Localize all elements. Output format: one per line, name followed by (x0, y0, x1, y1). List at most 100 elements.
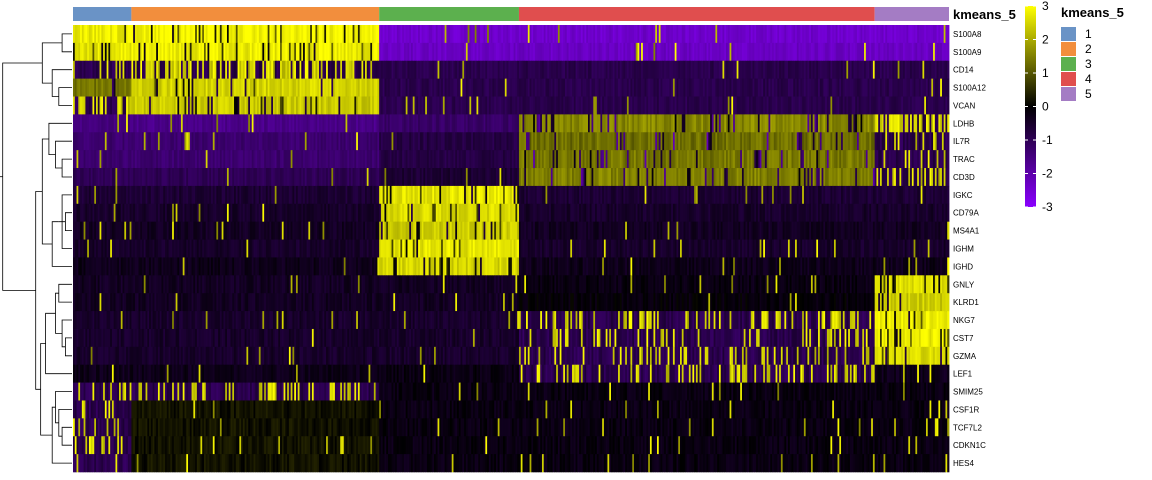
heatmap-cell (303, 150, 306, 169)
heatmap-cell (888, 78, 891, 97)
heatmap-cell (754, 114, 757, 133)
heatmap-cell (931, 96, 934, 115)
heatmap-cell (198, 168, 201, 187)
heatmap-cell (839, 114, 842, 133)
heatmap-cell (331, 60, 334, 79)
heatmap-cell (603, 114, 607, 133)
heatmap-cell (349, 78, 352, 97)
heatmap-cell (899, 78, 902, 97)
heatmap-cell (906, 42, 909, 62)
heatmap-cell (432, 132, 435, 151)
heatmap-cell (80, 150, 83, 169)
heatmap-cell (388, 150, 391, 169)
heatmap-cell (97, 132, 100, 151)
heatmap-cell (531, 150, 534, 169)
heatmap-cell (373, 42, 377, 62)
heatmap-cell (902, 168, 906, 187)
heatmap-cell (161, 78, 164, 97)
heatmap-cell (315, 168, 318, 187)
heatmap-cell (292, 168, 295, 187)
heatmap-cell (805, 185, 808, 205)
heatmap-cell (703, 42, 706, 62)
heatmap-cell (297, 132, 300, 151)
heatmap-cell (119, 168, 122, 187)
heatmap-cell (872, 168, 876, 187)
heatmap-cell (786, 25, 789, 44)
heatmap-cell (872, 150, 876, 169)
heatmap-cell (879, 185, 883, 205)
heatmap-cell (492, 132, 495, 151)
heatmap-cell (605, 42, 608, 62)
heatmap-cell (692, 150, 695, 169)
heatmap-cell (471, 60, 474, 79)
heatmap-cell (90, 185, 93, 205)
heatmap-cell (704, 114, 707, 133)
heatmap-cell (605, 96, 608, 115)
heatmap-cell (589, 185, 592, 205)
heatmap-cell (430, 132, 433, 151)
heatmap-cell (285, 114, 288, 133)
heatmap-cell (280, 60, 283, 79)
heatmap-cell (469, 132, 472, 151)
heatmap-cell (198, 78, 201, 97)
heatmap-cell (736, 60, 739, 79)
heatmap-cell (216, 150, 219, 169)
heatmap-cell (828, 25, 831, 44)
heatmap-cell (219, 185, 223, 205)
heatmap-cell (947, 185, 950, 205)
heatmap-cell (518, 132, 522, 151)
heatmap-cell (934, 42, 938, 62)
heatmap-cell (341, 114, 345, 133)
heatmap-cell (483, 168, 486, 187)
heatmap-cell (807, 185, 810, 205)
heatmap-cell (586, 78, 589, 97)
heatmap-cell (653, 168, 656, 187)
heatmap-cell (724, 114, 727, 133)
heatmap-cell (864, 132, 867, 151)
heatmap-cell (842, 78, 845, 97)
heatmap-cell (366, 96, 369, 115)
heatmap-cell (377, 25, 380, 44)
heatmap-cell (625, 96, 628, 115)
heatmap-cell (796, 150, 799, 169)
heatmap-cell (805, 60, 808, 79)
heatmap-cell (809, 96, 812, 115)
heatmap-cell (303, 78, 306, 97)
heatmap-cell (375, 185, 378, 205)
heatmap-cell (651, 78, 654, 97)
heatmap-cell (398, 168, 401, 187)
heatmap-cell (915, 185, 918, 205)
heatmap-cell (846, 78, 849, 97)
heatmap-cell (258, 185, 261, 205)
heatmap-cell (729, 96, 732, 115)
heatmap-cell (812, 60, 815, 79)
heatmap-cell (234, 42, 237, 62)
heatmap-cell (396, 42, 400, 62)
heatmap-cell (403, 150, 407, 169)
heatmap-cell (474, 42, 477, 62)
heatmap-cell (892, 114, 895, 133)
heatmap-cell (281, 168, 284, 187)
heatmap-cell (547, 132, 550, 151)
heatmap-cell (584, 114, 587, 133)
heatmap-cell (487, 78, 490, 97)
heatmap-cell (513, 60, 516, 79)
heatmap-cell (641, 96, 644, 115)
heatmap-cell (271, 42, 274, 62)
heatmap-cell (324, 25, 327, 44)
heatmap-cell (175, 132, 178, 151)
heatmap-cell (584, 60, 587, 79)
heatmap-cell (258, 132, 261, 151)
heatmap-cell (150, 78, 154, 97)
heatmap-cell (805, 42, 808, 62)
heatmap-cell (407, 78, 410, 97)
heatmap-cell (497, 114, 500, 133)
heatmap-cell (736, 185, 739, 205)
heatmap-cell (92, 25, 95, 44)
heatmap-cell (543, 96, 546, 115)
heatmap-cell (235, 60, 238, 79)
heatmap-cell (81, 114, 85, 133)
heatmap-cell (458, 60, 461, 79)
heatmap-cell (626, 96, 630, 115)
heatmap-cell (283, 78, 286, 97)
